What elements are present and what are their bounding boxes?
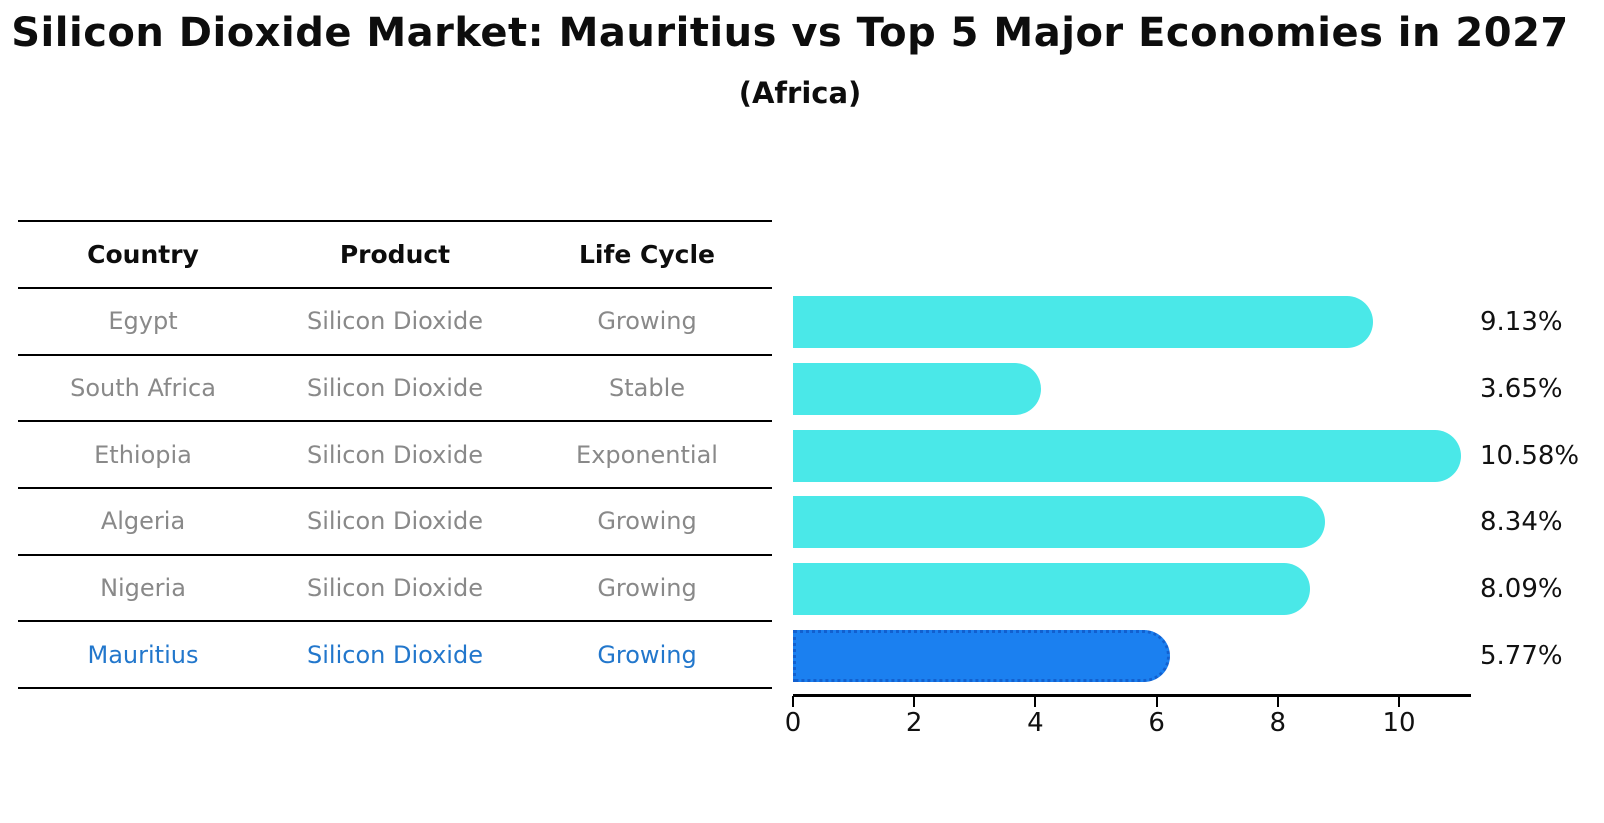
bar-value-label: 10.58% bbox=[1480, 440, 1580, 471]
cell-product: Silicon Dioxide bbox=[307, 507, 483, 536]
table-row-egypt: Egypt Silicon Dioxide Growing bbox=[18, 289, 772, 356]
col-header-country: Country bbox=[87, 240, 199, 269]
x-axis-tick-label: 10 bbox=[1382, 708, 1416, 738]
cell-country: Algeria bbox=[100, 507, 186, 536]
x-axis-tick bbox=[1398, 696, 1400, 707]
cell-lifecycle: Growing bbox=[597, 507, 697, 536]
bar-south-africa bbox=[793, 363, 1042, 415]
cell-country: Egypt bbox=[108, 307, 178, 336]
bar-value-label: 8.09% bbox=[1480, 574, 1563, 605]
x-axis-tick bbox=[1276, 696, 1279, 707]
cell-product: Silicon Dioxide bbox=[307, 374, 483, 403]
table-row-south-africa: South Africa Silicon Dioxide Stable bbox=[18, 356, 772, 423]
x-axis-tick-label: 6 bbox=[1148, 708, 1165, 738]
bar-mauritius bbox=[793, 629, 1170, 682]
cell-product: Silicon Dioxide bbox=[307, 640, 483, 669]
bar-ethiopia bbox=[793, 429, 1462, 482]
cell-country: Mauritius bbox=[87, 640, 199, 669]
cell-country: Ethiopia bbox=[94, 440, 192, 469]
country-table: Country Product Life Cycle Egypt Silicon … bbox=[18, 220, 772, 690]
cell-country: Nigeria bbox=[100, 574, 186, 603]
cell-product: Silicon Dioxide bbox=[307, 307, 483, 336]
col-header-product: Product bbox=[339, 240, 451, 269]
cell-product: Silicon Dioxide bbox=[307, 440, 483, 469]
x-axis-tick bbox=[1155, 696, 1158, 707]
cell-product: Silicon Dioxide bbox=[307, 574, 483, 603]
table-row-algeria: Algeria Silicon Dioxide Growing bbox=[18, 489, 772, 556]
bar-value-label: 9.13% bbox=[1480, 307, 1563, 338]
x-axis-tick-label: 4 bbox=[1027, 708, 1044, 738]
bar-value-label: 3.65% bbox=[1480, 374, 1563, 404]
table-body: Egypt Silicon Dioxide Growing South Africa S… bbox=[18, 289, 772, 690]
chart-subtitle: (Africa) bbox=[738, 76, 862, 110]
x-axis-tick bbox=[1034, 696, 1037, 707]
col-header-lifecycle: Life Cycle bbox=[578, 240, 716, 269]
bar-egypt bbox=[793, 296, 1374, 349]
bar-value-label: 5.77% bbox=[1480, 640, 1563, 671]
x-axis-tick-label: 8 bbox=[1269, 708, 1287, 738]
table-header-row: Country Product Life Cycle bbox=[18, 220, 772, 289]
x-axis-line bbox=[793, 694, 1471, 697]
x-axis-tick bbox=[792, 696, 794, 707]
x-axis-tick-label: 2 bbox=[905, 708, 923, 738]
cell-lifecycle: Growing bbox=[597, 574, 697, 603]
table-row-ethiopia: Ethiopia Silicon Dioxide Exponential bbox=[18, 422, 772, 490]
cell-lifecycle: Growing bbox=[597, 640, 697, 669]
cell-lifecycle: Stable bbox=[608, 374, 686, 403]
x-axis-tick-label: 0 bbox=[784, 708, 802, 738]
chart-title: Silicon Dioxide Market: Mauritius vs Top… bbox=[11, 10, 1569, 56]
bar-algeria bbox=[793, 496, 1326, 549]
table-row-nigeria: Nigeria Silicon Dioxide Growing bbox=[18, 556, 772, 623]
bar-value-label: 8.34% bbox=[1480, 507, 1563, 538]
table-row-mauritius: Mauritius Silicon Dioxide Growing bbox=[18, 622, 772, 690]
cell-lifecycle: Growing bbox=[597, 307, 697, 336]
cell-lifecycle: Exponential bbox=[576, 440, 718, 469]
x-axis-tick bbox=[913, 696, 916, 707]
cell-country: South Africa bbox=[70, 374, 216, 403]
bar-nigeria bbox=[793, 563, 1311, 616]
